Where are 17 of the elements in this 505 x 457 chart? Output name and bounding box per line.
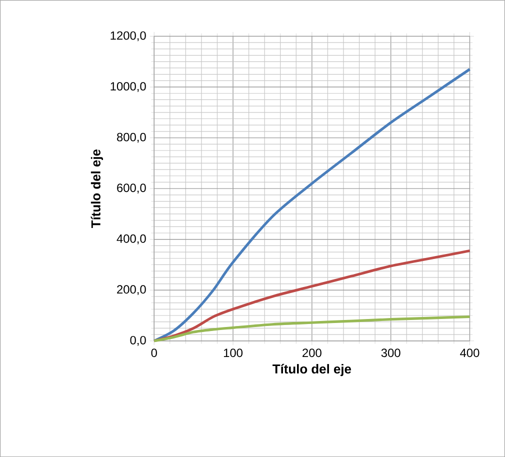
y-axis-title: Título del eje (90, 149, 103, 228)
line-series (152, 315, 472, 342)
x-tick-label: 300 (381, 348, 400, 358)
y-tick-label: 400,0 (116, 234, 146, 244)
x-axis-title: Título del eje (272, 364, 352, 376)
x-tick-label: 100 (224, 348, 243, 358)
y-tick-label: 200,0 (117, 285, 146, 296)
line-series (152, 68, 472, 342)
y-tick-label: 800,0 (116, 132, 146, 143)
y-tick-label: 600,0 (117, 184, 146, 194)
y-tick-label: 1000,0 (110, 82, 146, 92)
line-series (152, 249, 472, 342)
y-tick-label: 1200,0 (110, 31, 146, 42)
x-tick-label: 400 (460, 348, 480, 358)
y-tick-label: 0,0 (130, 336, 146, 346)
x-tick-label: 0 (151, 348, 157, 358)
x-tick-label: 200 (302, 348, 322, 358)
